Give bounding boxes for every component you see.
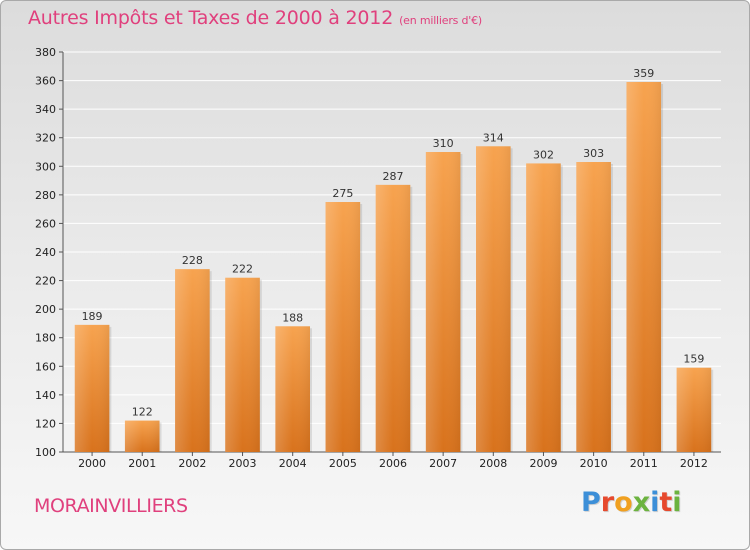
x-tick-label-2002: 2002 [178, 457, 206, 470]
y-tick-label: 200 [35, 303, 56, 316]
logo-letter: i [650, 487, 660, 518]
x-tick-label-2001: 2001 [128, 457, 156, 470]
x-tick-label-2011: 2011 [630, 457, 658, 470]
x-tick-label-2009: 2009 [529, 457, 557, 470]
chart-subtitle: (en milliers d'€) [399, 14, 482, 27]
y-tick-label: 300 [35, 160, 56, 173]
data-label-2005: 275 [332, 187, 353, 200]
logo-letter: t [659, 487, 673, 518]
bar-highlight [626, 82, 662, 452]
y-tick-label: 240 [35, 246, 56, 259]
bar-highlight [375, 184, 411, 452]
y-tick-label: 160 [35, 360, 56, 373]
bars-layer [74, 82, 714, 453]
bar-highlight [425, 152, 461, 452]
logo-letter: i [672, 487, 682, 518]
bar-highlight [225, 277, 260, 452]
x-tick-label-2008: 2008 [479, 457, 507, 470]
logo-letter: r [600, 487, 615, 518]
bar-highlight [526, 163, 561, 452]
y-tick-label: 340 [35, 103, 56, 116]
x-tick-label-2000: 2000 [78, 457, 106, 470]
data-label-2006: 287 [383, 170, 404, 183]
bar-highlight [476, 146, 511, 453]
data-label-2012: 159 [683, 353, 704, 366]
bar-highlight [576, 162, 611, 452]
data-label-2010: 303 [583, 147, 604, 160]
data-label-2004: 188 [282, 311, 303, 324]
x-tick-label-2005: 2005 [329, 457, 357, 470]
labels-layer: 189 122 228 222 188 275 287 310 314 302 303 359 159 [82, 67, 705, 419]
logo-letter: o [614, 487, 633, 518]
data-label-2007: 310 [433, 137, 454, 150]
commune-name: MORAINVILLIERS [34, 495, 188, 517]
axis-layer: 100 120 140 160 180 200 220 240 260 280 300 320 340 3… [35, 46, 721, 470]
y-tick-label: 100 [35, 446, 56, 459]
bar-highlight [74, 324, 110, 452]
x-tick-label-2003: 2003 [229, 457, 257, 470]
data-label-2011: 359 [633, 67, 654, 80]
chart-title: Autres Impôts et Taxes de 2000 à 2012 (en… [28, 7, 482, 29]
y-tick-label: 380 [35, 46, 56, 59]
y-tick-label: 140 [35, 389, 56, 402]
data-label-2008: 314 [483, 131, 504, 144]
chart-title-text: Autres Impôts et Taxes de 2000 à 2012 [28, 7, 394, 29]
x-tick-label-2007: 2007 [429, 457, 457, 470]
bar-highlight [325, 202, 361, 452]
bar-highlight [175, 269, 210, 452]
bar-highlight [275, 326, 310, 452]
x-tick-label-2004: 2004 [279, 457, 307, 470]
data-label-2003: 222 [232, 263, 253, 276]
y-tick-label: 320 [35, 132, 56, 145]
y-tick-label: 120 [35, 417, 56, 430]
bar-highlight [676, 367, 712, 452]
data-label-2002: 228 [182, 254, 203, 267]
y-tick-label: 360 [35, 75, 56, 88]
logo-letter: P [581, 487, 601, 518]
proxiti-logo[interactable]: Proxiti [581, 487, 682, 518]
y-tick-label: 180 [35, 332, 56, 345]
y-tick-label: 280 [35, 189, 56, 202]
y-tick-label: 220 [35, 275, 56, 288]
logo-letter: x [632, 487, 651, 518]
data-label-2001: 122 [132, 406, 153, 419]
data-label-2000: 189 [82, 310, 103, 323]
y-tick-label: 260 [35, 217, 56, 230]
x-tick-label-2010: 2010 [580, 457, 608, 470]
x-tick-label-2012: 2012 [680, 457, 708, 470]
data-label-2009: 302 [533, 148, 554, 161]
x-tick-label-2006: 2006 [379, 457, 407, 470]
bar-highlight [124, 420, 160, 452]
